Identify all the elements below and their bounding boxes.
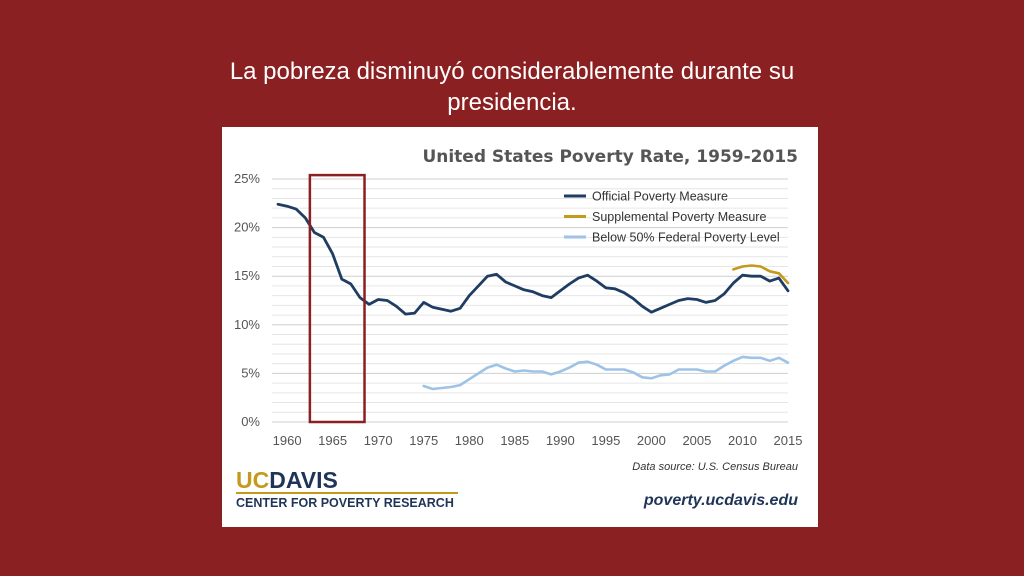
x-tick-label: 1995 — [591, 433, 620, 448]
x-tick-label: 1990 — [546, 433, 575, 448]
y-tick-label: 0% — [241, 414, 260, 429]
svg-text:UCDAVIS: UCDAVIS — [236, 467, 338, 493]
grid-layer — [272, 178, 788, 423]
x-tick-label: 1960 — [273, 433, 302, 448]
logo-subtitle: CENTER FOR POVERTY RESEARCH — [236, 496, 454, 510]
x-tick-label: 2015 — [774, 433, 803, 448]
y-tick-label: 15% — [234, 268, 260, 283]
y-tick-label: 20% — [234, 220, 260, 235]
legend-label: Supplemental Poverty Measure — [592, 210, 766, 224]
legend-label: Below 50% Federal Poverty Level — [592, 231, 780, 245]
x-tick-label: 1970 — [364, 433, 393, 448]
highlight-box — [308, 173, 366, 424]
chart-title: United States Poverty Rate, 1959-2015 — [422, 147, 798, 167]
poverty-rate-chart: United States Poverty Rate, 1959-2015 0%… — [234, 147, 803, 510]
x-tick-label: 2005 — [682, 433, 711, 448]
data-source: Data source: U.S. Census Bureau — [632, 461, 798, 473]
x-tick-label: 2010 — [728, 433, 757, 448]
series-line-below-50 — [422, 355, 790, 391]
y-tick-label: 5% — [241, 365, 260, 380]
series-line-supplemental — [732, 264, 790, 285]
logo-underline — [236, 492, 458, 494]
x-tick-label: 2000 — [637, 433, 666, 448]
legend-label: Official Poverty Measure — [592, 190, 728, 204]
x-tick-label: 1980 — [455, 433, 484, 448]
slide-title-line-1: La pobreza disminuyó considerablemente d… — [229, 58, 795, 85]
series-line-official — [276, 202, 790, 316]
y-tick-label: 10% — [234, 317, 260, 332]
x-tick-label: 1975 — [409, 433, 438, 448]
x-tick-label: 1965 — [318, 433, 347, 448]
slide-title: La pobreza disminuyó considerablemente d… — [150, 56, 874, 118]
logo-davis-text: DAVIS — [269, 467, 338, 493]
slide-title-line-2: presidencia. — [447, 89, 577, 116]
x-tick-label: 1985 — [500, 433, 529, 448]
y-tick-labels: 0% 5% 10% 15% 20% 25% — [234, 171, 260, 429]
x-tick-labels: 1960 1965 1970 1975 1980 1985 1990 1995 2000 2005… — [273, 433, 803, 448]
series-lines — [276, 202, 790, 391]
logo-uc-text: UC — [236, 467, 269, 493]
legend: Official Poverty Measure Supplemental Pov… — [564, 190, 780, 245]
y-tick-label: 25% — [234, 171, 260, 186]
chart-card: United States Poverty Rate, 1959-2015 0%… — [222, 127, 818, 527]
website-link[interactable]: poverty.ucdavis.edu — [643, 492, 798, 509]
ucdavis-logo: UCDAVIS CENTER FOR POVERTY RESEARCH — [236, 467, 458, 510]
